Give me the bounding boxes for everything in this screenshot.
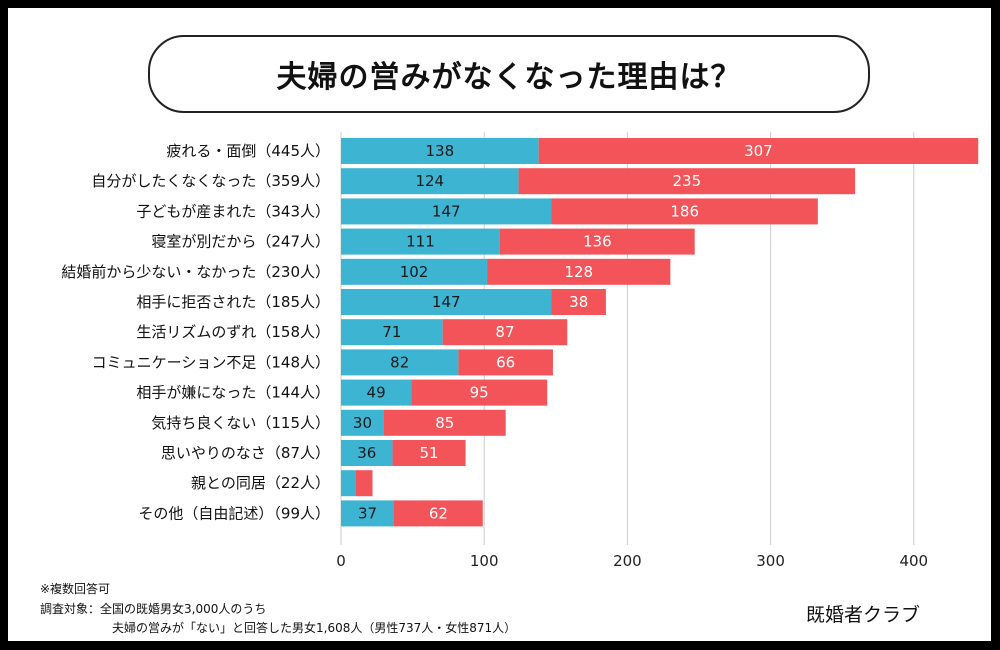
category-label: 気持ち良くない（115人）	[151, 414, 330, 432]
bar-segment-male	[341, 440, 393, 466]
data-label: 51	[420, 444, 439, 462]
category-label: 思いやりのなさ（87人）	[161, 444, 330, 462]
data-label: 147	[432, 202, 461, 220]
data-label: 71	[382, 323, 401, 341]
data-label: 30	[353, 414, 372, 432]
bar-segment-male	[341, 470, 356, 497]
category-label: 相手に拒否された（185人）	[136, 293, 330, 311]
bar-segment-female	[442, 319, 568, 346]
brand-label: 既婚者クラブ	[806, 604, 921, 626]
data-label: 87	[495, 323, 514, 341]
data-label: 102	[400, 263, 429, 281]
bar-segment-female	[392, 440, 466, 466]
category-label: 相手が嫌になった（144人）	[136, 384, 330, 402]
data-label: 66	[496, 353, 515, 371]
bar-segment-female	[355, 470, 373, 497]
category-label: その他（自由記述）（99人）	[138, 504, 330, 522]
bar-segment-female	[551, 198, 818, 225]
bar-segment-male	[341, 349, 459, 376]
bar-segment-male	[341, 168, 519, 195]
data-label: 36	[357, 444, 376, 462]
data-label: 147	[432, 293, 461, 311]
x-tick-label: 100	[470, 552, 499, 570]
data-label: 82	[390, 353, 409, 371]
bar-segment-male	[341, 228, 500, 255]
bar-segment-female	[518, 168, 856, 195]
data-label: 124	[415, 172, 444, 190]
bar-segment-male	[341, 138, 539, 164]
category-label: コミュニケーション不足（148人）	[92, 353, 330, 371]
data-label: 111	[406, 233, 435, 251]
data-label: 136	[583, 233, 612, 251]
x-tick-label: 200	[613, 552, 642, 570]
x-tick-label: 300	[756, 552, 785, 570]
category-label: 結婚前から少ない・なかった（230人）	[61, 263, 330, 281]
category-label: 寝室が別だから（247人）	[151, 233, 330, 251]
bar-segment-male	[341, 289, 552, 315]
bar-segment-female	[538, 138, 979, 164]
bar-segment-male	[341, 379, 412, 406]
bar-segment-female	[393, 500, 483, 527]
title-box: 夫婦の営みがなくなった理由は？	[148, 35, 870, 113]
bar-segment-female	[383, 409, 506, 436]
data-label: 85	[435, 414, 454, 432]
bar-segment-female	[551, 289, 606, 315]
data-label: 38	[569, 293, 588, 311]
note-respondents: 夫婦の営みが「ない」と回答した男女1,608人（男性737人・女性871人）	[112, 621, 517, 635]
note-survey-target: 調査対象：全国の既婚男女3,000人のうち	[40, 602, 267, 616]
bar-segment-female	[499, 228, 695, 255]
note-multiple-answers: ※複数回答可	[40, 582, 111, 596]
category-label: 生活リズムのずれ（158人）	[136, 323, 330, 341]
data-label: 307	[744, 142, 773, 160]
category-label: 親との同居（22人）	[191, 474, 330, 492]
data-label: 128	[564, 263, 593, 281]
bar-segment-female	[458, 349, 553, 376]
x-tick-label: 0	[336, 552, 346, 570]
bar-segment-male	[341, 500, 394, 527]
category-label: 疲れる・面倒（445人）	[166, 142, 330, 160]
bar-segment-male	[341, 319, 443, 346]
data-label: 186	[670, 202, 699, 220]
category-label: 自分がしたくなくなった（359人）	[91, 172, 330, 190]
bar-segment-male	[341, 258, 488, 285]
chart-title: 夫婦の営みがなくなった理由は？	[276, 60, 742, 95]
data-label: 62	[429, 504, 448, 522]
bar-segment-male	[341, 409, 384, 436]
data-label: 95	[470, 384, 489, 402]
data-label: 37	[358, 504, 377, 522]
bar-segment-male	[341, 198, 552, 225]
data-label: 49	[367, 384, 386, 402]
data-label: 235	[673, 172, 702, 190]
x-tick-label: 400	[899, 552, 928, 570]
category-label: 子どもが産まれた（343人）	[136, 202, 330, 220]
bar-segment-female	[487, 258, 671, 285]
data-label: 138	[425, 142, 454, 160]
bar-segment-female	[411, 379, 548, 406]
